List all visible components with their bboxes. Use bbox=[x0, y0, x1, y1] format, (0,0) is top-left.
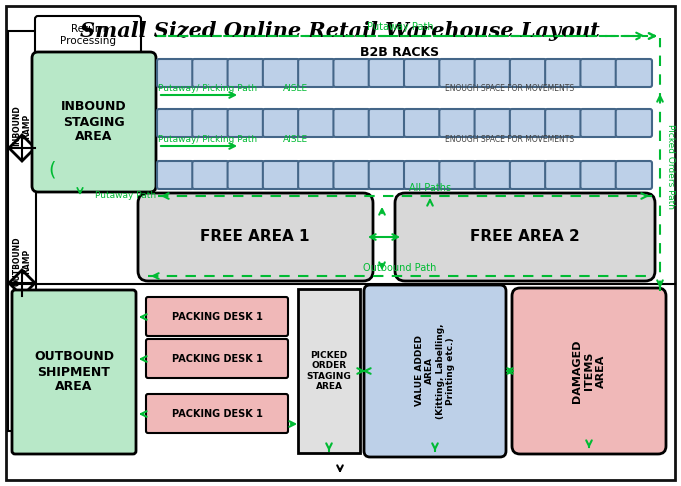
Polygon shape bbox=[9, 270, 35, 296]
Text: AISLE: AISLE bbox=[283, 135, 308, 144]
FancyBboxPatch shape bbox=[334, 109, 370, 137]
Text: Picked Orders Path: Picked Orders Path bbox=[667, 123, 676, 208]
FancyBboxPatch shape bbox=[138, 193, 373, 281]
FancyBboxPatch shape bbox=[298, 59, 334, 87]
FancyBboxPatch shape bbox=[404, 109, 441, 137]
Text: FREE AREA 1: FREE AREA 1 bbox=[200, 229, 310, 244]
FancyBboxPatch shape bbox=[334, 161, 370, 189]
Text: ENOUGH SPACE FOR MOVEMENTS: ENOUGH SPACE FOR MOVEMENTS bbox=[445, 84, 575, 93]
FancyBboxPatch shape bbox=[227, 161, 264, 189]
Text: OUTBOUND
RAMP: OUTBOUND RAMP bbox=[12, 236, 32, 286]
Text: All Paths: All Paths bbox=[409, 183, 451, 193]
FancyBboxPatch shape bbox=[263, 109, 299, 137]
FancyBboxPatch shape bbox=[298, 109, 334, 137]
FancyBboxPatch shape bbox=[510, 109, 546, 137]
Bar bbox=[8, 31, 36, 431]
Polygon shape bbox=[9, 135, 35, 161]
FancyBboxPatch shape bbox=[368, 161, 405, 189]
FancyBboxPatch shape bbox=[404, 59, 441, 87]
FancyBboxPatch shape bbox=[580, 109, 617, 137]
FancyBboxPatch shape bbox=[227, 59, 264, 87]
Text: (: ( bbox=[48, 160, 56, 179]
Text: Putaway Path: Putaway Path bbox=[95, 191, 156, 200]
FancyBboxPatch shape bbox=[545, 109, 582, 137]
FancyBboxPatch shape bbox=[580, 59, 617, 87]
FancyBboxPatch shape bbox=[439, 109, 475, 137]
FancyBboxPatch shape bbox=[146, 297, 288, 336]
FancyBboxPatch shape bbox=[439, 161, 475, 189]
FancyBboxPatch shape bbox=[32, 52, 156, 192]
Text: Putaway Path: Putaway Path bbox=[366, 22, 433, 32]
FancyBboxPatch shape bbox=[368, 109, 405, 137]
Text: PICKED
ORDER
STAGING
AREA: PICKED ORDER STAGING AREA bbox=[306, 351, 351, 391]
FancyBboxPatch shape bbox=[334, 59, 370, 87]
FancyBboxPatch shape bbox=[298, 289, 360, 453]
Text: Small Sized Online Retail Warehouse Layout: Small Sized Online Retail Warehouse Layo… bbox=[80, 21, 600, 41]
FancyBboxPatch shape bbox=[475, 59, 511, 87]
FancyBboxPatch shape bbox=[475, 161, 511, 189]
FancyBboxPatch shape bbox=[545, 59, 582, 87]
FancyBboxPatch shape bbox=[12, 290, 136, 454]
Text: B2B RACKS: B2B RACKS bbox=[360, 46, 439, 59]
FancyBboxPatch shape bbox=[192, 59, 229, 87]
FancyBboxPatch shape bbox=[157, 161, 193, 189]
Text: VALUE ADDED
AREA
(Kitting, Labelling,
Printing etc.): VALUE ADDED AREA (Kitting, Labelling, Pr… bbox=[415, 323, 455, 419]
FancyBboxPatch shape bbox=[263, 59, 299, 87]
Text: Putaway/ Picking Path: Putaway/ Picking Path bbox=[158, 84, 257, 93]
FancyBboxPatch shape bbox=[227, 109, 264, 137]
Text: INBOUND
RAMP: INBOUND RAMP bbox=[12, 105, 32, 146]
FancyBboxPatch shape bbox=[157, 109, 193, 137]
FancyBboxPatch shape bbox=[368, 59, 405, 87]
Text: INBOUND
STAGING
AREA: INBOUND STAGING AREA bbox=[61, 101, 127, 143]
Text: AISLE: AISLE bbox=[283, 84, 308, 93]
FancyBboxPatch shape bbox=[298, 161, 334, 189]
FancyBboxPatch shape bbox=[364, 285, 506, 457]
FancyBboxPatch shape bbox=[510, 161, 546, 189]
Text: PACKING DESK 1: PACKING DESK 1 bbox=[172, 354, 262, 364]
FancyBboxPatch shape bbox=[157, 59, 193, 87]
FancyBboxPatch shape bbox=[512, 288, 666, 454]
FancyBboxPatch shape bbox=[475, 109, 511, 137]
Text: PACKING DESK 1: PACKING DESK 1 bbox=[172, 409, 262, 419]
Text: PACKING DESK 1: PACKING DESK 1 bbox=[172, 312, 262, 322]
FancyBboxPatch shape bbox=[192, 109, 229, 137]
Text: Return
Processing: Return Processing bbox=[60, 24, 116, 46]
FancyBboxPatch shape bbox=[146, 394, 288, 433]
FancyBboxPatch shape bbox=[510, 59, 546, 87]
Text: ENOUGH SPACE FOR MOVEMENTS: ENOUGH SPACE FOR MOVEMENTS bbox=[445, 135, 575, 144]
Text: FREE AREA 2: FREE AREA 2 bbox=[470, 229, 580, 244]
FancyBboxPatch shape bbox=[545, 161, 582, 189]
FancyBboxPatch shape bbox=[404, 161, 441, 189]
FancyBboxPatch shape bbox=[616, 109, 652, 137]
FancyBboxPatch shape bbox=[395, 193, 655, 281]
Text: OUTBOUND
SHIPMENT
AREA: OUTBOUND SHIPMENT AREA bbox=[34, 350, 114, 394]
Text: Outbound Path: Outbound Path bbox=[363, 263, 437, 273]
FancyBboxPatch shape bbox=[35, 16, 141, 54]
FancyBboxPatch shape bbox=[580, 161, 617, 189]
FancyBboxPatch shape bbox=[616, 161, 652, 189]
FancyBboxPatch shape bbox=[616, 59, 652, 87]
FancyBboxPatch shape bbox=[146, 339, 288, 378]
FancyBboxPatch shape bbox=[263, 161, 299, 189]
Text: Putaway/ Picking Path: Putaway/ Picking Path bbox=[158, 135, 257, 144]
FancyBboxPatch shape bbox=[192, 161, 229, 189]
FancyBboxPatch shape bbox=[439, 59, 475, 87]
Text: DAMAGED
ITEMS
AREA: DAMAGED ITEMS AREA bbox=[573, 339, 605, 403]
